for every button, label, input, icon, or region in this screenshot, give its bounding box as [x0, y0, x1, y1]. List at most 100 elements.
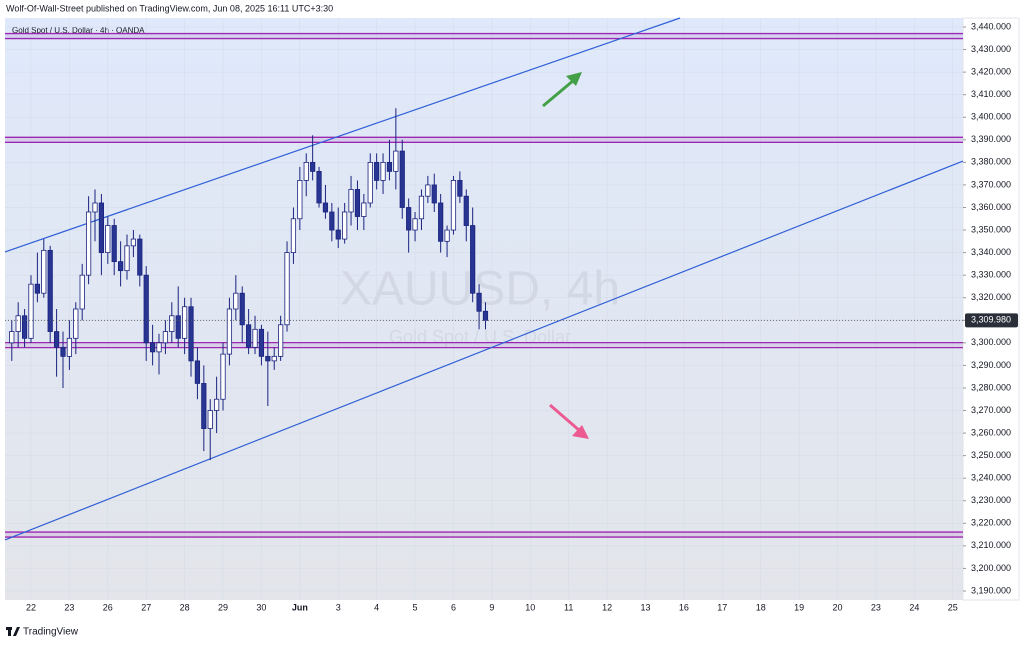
y-tick-label: 3,240.000 [971, 473, 1011, 483]
plot-area [5, 18, 963, 600]
candle-body [335, 229, 341, 240]
candle-body [450, 180, 457, 231]
y-tick-label: 3,210.000 [971, 540, 1011, 550]
candle-body [354, 189, 361, 217]
x-tick-label: 11 [564, 602, 573, 612]
x-tick-label: 29 [218, 602, 228, 612]
last-price-box [965, 313, 1018, 328]
candle-body [303, 161, 309, 181]
candle-body [284, 252, 290, 326]
x-tick-label: 25 [948, 602, 958, 612]
candle-body [444, 229, 450, 242]
x-tick-label: 10 [525, 602, 535, 612]
candle-body [105, 225, 111, 254]
x-tick-label: Jun [292, 602, 308, 612]
x-tick-label: 13 [640, 602, 650, 612]
candle-body [412, 218, 418, 231]
candle-body [73, 308, 79, 339]
x-tick-label: 18 [756, 602, 766, 612]
arrow-down [549, 403, 581, 433]
arrow-up [542, 78, 575, 108]
trendline [4, 160, 964, 541]
y-tick-label: 3,300.000 [971, 337, 1011, 347]
x-tick-label: 28 [180, 602, 190, 612]
y-tick-label: 3,200.000 [971, 563, 1011, 573]
candle-body [265, 355, 271, 362]
level-zone [5, 532, 963, 538]
level-zone [5, 342, 963, 348]
arrow-up-head [566, 72, 582, 86]
candle-body [361, 202, 367, 217]
x-tick-label: 5 [413, 602, 418, 612]
candle-body [457, 180, 463, 197]
candle-body [34, 283, 40, 294]
candle-body [175, 315, 181, 339]
y-tick-label: 3,280.000 [971, 382, 1011, 392]
candle-body [98, 202, 105, 254]
candle-body [476, 292, 482, 312]
x-tick-label: 23 [871, 602, 881, 612]
x-tick-label: 16 [679, 602, 689, 612]
candle-body [367, 161, 373, 204]
y-tick-label: 3,290.000 [971, 360, 1011, 370]
candle-body [21, 315, 28, 339]
y-tick-label: 3,350.000 [971, 224, 1011, 234]
candle-body [15, 315, 21, 332]
candle-body [374, 161, 380, 181]
marks [4, 17, 964, 600]
arrow-down-head [572, 425, 589, 439]
y-tick-label: 3,430.000 [971, 44, 1011, 54]
candle-body [290, 218, 297, 254]
y-tick-label: 3,370.000 [971, 179, 1011, 189]
x-tick-label: 9 [489, 602, 494, 612]
candle-body [156, 342, 162, 353]
candle-body [278, 324, 284, 357]
candle-body [393, 150, 399, 172]
y-tick-label: 3,400.000 [971, 112, 1011, 122]
candle-body [194, 360, 201, 384]
candle-body [431, 184, 437, 204]
y-tick-label: 3,440.000 [971, 21, 1011, 31]
candle-body [406, 207, 412, 231]
level-zone [5, 137, 963, 143]
candle-body [425, 184, 431, 197]
candle-body [297, 180, 303, 220]
x-tick-label: 17 [717, 602, 727, 612]
candle-body [271, 355, 277, 362]
x-tick-label: 24 [909, 602, 919, 612]
level-zone [5, 33, 963, 39]
x-tick-label: 3 [336, 602, 341, 612]
watermark-subtitle: Gold Spot / U.S. Dollar [389, 327, 571, 347]
candle-body [9, 331, 15, 344]
y-tick-label: 3,220.000 [971, 518, 1011, 528]
x-tick-label: 22 [26, 602, 36, 612]
candle-body [92, 202, 98, 213]
candle-body [47, 249, 53, 332]
candle-body [118, 261, 124, 272]
x-tick-label: 30 [256, 602, 266, 612]
candle-body [239, 292, 245, 326]
x-tick-label: 12 [602, 602, 612, 612]
candle-body [470, 225, 476, 294]
x-tick-label: 20 [833, 602, 843, 612]
x-tick-label: 6 [451, 602, 456, 612]
y-tick-label: 3,330.000 [971, 270, 1011, 280]
candle-body [438, 202, 444, 242]
candle-body [399, 150, 405, 208]
y-tick-label: 3,360.000 [971, 202, 1011, 212]
candle-body [124, 245, 130, 272]
candle-body [329, 211, 335, 231]
candle-body [60, 346, 66, 357]
candle-body [246, 324, 252, 348]
y-tick-label: 3,260.000 [971, 427, 1011, 437]
symbol-label: Gold Spot / U.S. Dollar · 4h · OANDA [12, 26, 145, 35]
candle-body [418, 195, 425, 220]
x-tick-label: 4 [374, 602, 379, 612]
candle-body [220, 353, 226, 400]
candle-body [66, 337, 72, 357]
last-price-label: 3,309.980 [971, 315, 1011, 325]
candle-body [130, 238, 137, 247]
y-tick-label: 3,340.000 [971, 247, 1011, 257]
candle-body [214, 398, 220, 411]
candle-body [111, 225, 117, 263]
